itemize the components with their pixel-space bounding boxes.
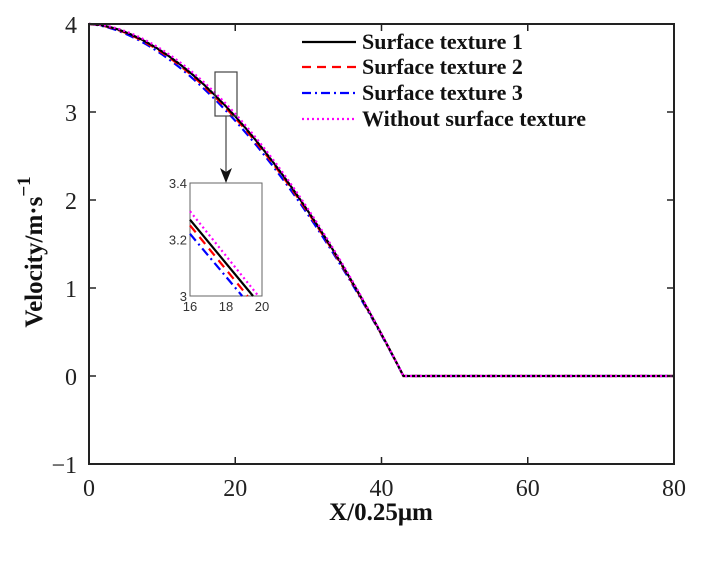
svg-text:Velocity/m·s−1: Velocity/m·s−1 — [14, 176, 48, 327]
x-tick-label: 80 — [662, 476, 686, 502]
legend-entry: Surface texture 1 — [362, 29, 523, 54]
legend-entry: Surface texture 2 — [362, 54, 523, 79]
x-axis-label: X/0.25μm — [329, 499, 433, 526]
svg-text:18: 18 — [219, 299, 233, 314]
legend-entry: Surface texture 3 — [362, 80, 523, 105]
svg-text:3.4: 3.4 — [169, 176, 187, 191]
y-axis-label: Velocity/m·s−1 — [14, 176, 48, 327]
y-tick-label: −1 — [51, 453, 77, 479]
series-line — [88, 22, 674, 378]
y-tick-label: 1 — [65, 277, 77, 303]
y-tick-label: 4 — [65, 13, 77, 39]
x-tick-label: 0 — [83, 476, 95, 502]
x-tick-label: 40 — [370, 476, 394, 502]
x-tick-label: 20 — [223, 476, 247, 502]
y-tick-label: 0 — [65, 365, 77, 391]
y-tick-label: 3 — [65, 101, 77, 127]
y-tick-label: 2 — [65, 189, 77, 215]
svg-text:3.2: 3.2 — [169, 233, 187, 248]
series-line — [88, 22, 674, 378]
svg-text:3: 3 — [180, 289, 187, 304]
inset-plot: 16 18 20 3 3.2 3.4 — [169, 176, 269, 314]
zoom-arrow-head-icon — [220, 168, 232, 183]
series-lines — [88, 22, 674, 378]
svg-text:20: 20 — [255, 299, 269, 314]
x-tick-label: 60 — [516, 476, 540, 502]
svg-text:16: 16 — [183, 299, 197, 314]
legend-entry: Without surface texture — [362, 106, 586, 131]
series-line — [88, 22, 674, 378]
